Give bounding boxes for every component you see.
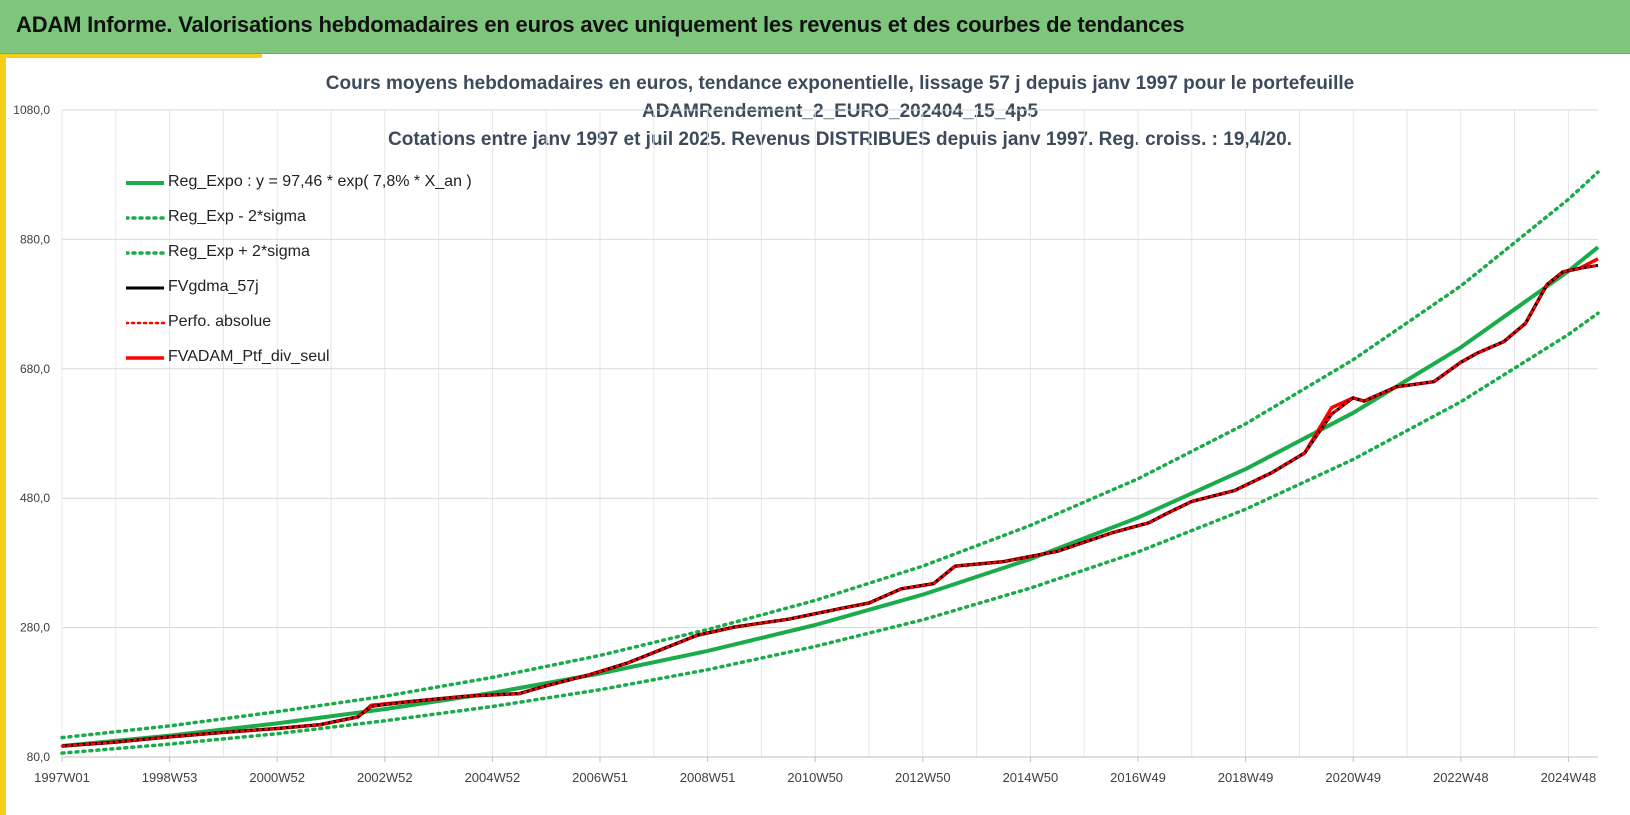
x-tick-label: 2018W49 — [1218, 770, 1274, 785]
x-tick-label: 2000W52 — [249, 770, 305, 785]
y-tick-label: 280,0 — [20, 621, 50, 635]
x-tick-label: 2004W52 — [465, 770, 521, 785]
x-tick-label: 2016W49 — [1110, 770, 1166, 785]
series-line-3 — [61, 263, 1599, 748]
y-tick-label: 880,0 — [20, 232, 50, 246]
series-line-4 — [60, 264, 1600, 748]
x-tick-label: 2008W51 — [680, 770, 736, 785]
x-tick-label: 2010W50 — [787, 770, 843, 785]
y-tick-label: 1080,0 — [13, 103, 50, 117]
legend-label: FVADAM_Ptf_div_seul — [168, 348, 330, 365]
y-tick-label: 480,0 — [20, 491, 50, 505]
legend-label: Perfo. absolue — [168, 313, 272, 330]
chart-title: Cours moyens hebdomadaires en euros, ten… — [60, 70, 1620, 154]
x-tick-label: 2002W52 — [357, 770, 413, 785]
series-line-1 — [60, 311, 1600, 755]
x-tick-label: 2020W49 — [1325, 770, 1381, 785]
x-tick-label: 2006W51 — [572, 770, 628, 785]
legend-swatch — [126, 356, 164, 360]
legend-label: Reg_Exp - 2*sigma — [168, 208, 306, 225]
x-tick-label: 1997W01 — [34, 770, 90, 785]
accent-bar-top — [0, 54, 262, 58]
accent-bar-left — [0, 54, 6, 815]
y-tick-label: 80,0 — [27, 750, 51, 764]
x-tick-label: 2014W50 — [1003, 770, 1059, 785]
series-line-0 — [61, 245, 1600, 748]
chart-title-line-2: ADAMRendement_2_EURO_202404_15_4p5 — [641, 101, 1039, 122]
chart-title-line-3: Cotations entre janv 1997 et juil 2025. … — [388, 129, 1292, 150]
legend-swatch — [126, 216, 166, 220]
y-tick-label: 680,0 — [20, 362, 50, 376]
legend-label: Reg_Expo : y = 97,46 * exp( 7,8% * X_an … — [168, 173, 472, 190]
chart-title-line-1: Cours moyens hebdomadaires en euros, ten… — [325, 73, 1355, 94]
legend-swatch — [126, 181, 164, 185]
x-tick-label: 2024W48 — [1541, 770, 1597, 785]
legend-swatch — [126, 251, 166, 255]
x-tick-label: 2022W48 — [1433, 770, 1489, 785]
x-tick-label: 1998W53 — [142, 770, 198, 785]
series-line-5 — [61, 257, 1599, 748]
legend-swatch — [126, 321, 166, 325]
legend-label: FVgdma_57j — [168, 278, 259, 295]
legend-swatch — [126, 286, 164, 290]
x-tick-label: 2012W50 — [895, 770, 951, 785]
page-title: ADAM Informe. Valorisations hebdomadaire… — [16, 12, 1185, 37]
series-line-2 — [60, 170, 1600, 740]
legend-label: Reg_Exp + 2*sigma — [168, 243, 310, 260]
header-bar: ADAM Informe. Valorisations hebdomadaire… — [0, 0, 1630, 54]
